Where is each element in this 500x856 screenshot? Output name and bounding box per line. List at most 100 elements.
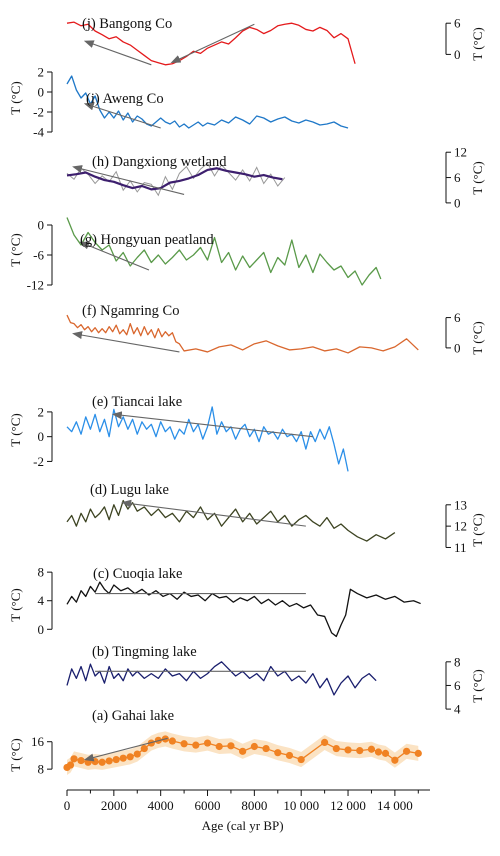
x-tick-label: 14 000 xyxy=(377,798,413,813)
data-point xyxy=(414,749,422,757)
data-point xyxy=(192,741,200,749)
panel-cuoqia-lake: (c) Cuoqia lake 8 4 0 T (°C) xyxy=(8,565,421,638)
series-line xyxy=(66,314,419,354)
y-tick-label: 8 xyxy=(38,762,45,777)
y-tick-label: 6 xyxy=(454,16,461,31)
data-point xyxy=(119,754,127,762)
y-tick-label: -6 xyxy=(33,248,44,263)
y-tick-label: 0 xyxy=(38,429,45,444)
x-tick-label: 6000 xyxy=(195,798,221,813)
series-line xyxy=(66,217,382,286)
y-axis-title: T (°C) xyxy=(470,513,485,546)
series-line xyxy=(66,21,356,66)
x-axis: 0 2000 4000 6000 8000 10 000 12 000 14 000 Age (… xyxy=(64,789,430,833)
panel-hongyuan-peatland: (g) Hongyuan peatland 0 -6 -12 T (°C) xyxy=(8,217,382,293)
panel-label: (j) Bangong Co xyxy=(82,16,172,32)
data-point xyxy=(381,749,390,757)
data-point xyxy=(285,751,294,760)
y-tick-label: 4 xyxy=(38,593,45,608)
data-point xyxy=(239,747,247,755)
data-point xyxy=(367,745,376,753)
y-tick-label: 0 xyxy=(38,85,45,100)
y-tick-label: -2 xyxy=(33,454,44,469)
panel-gahai-lake: (a) Gahai lake 16 8 T (°C) xyxy=(8,708,422,777)
panel-aweng-co: (i) Aweng Co 2 0 -2 -4 T (°C) xyxy=(8,65,349,140)
data-point xyxy=(332,744,340,753)
data-point xyxy=(215,742,223,751)
y-axis-title: T (°C) xyxy=(8,738,23,771)
x-tick-label: 4000 xyxy=(148,798,174,813)
data-point xyxy=(250,742,258,751)
data-point xyxy=(84,758,92,766)
y-tick-label: 13 xyxy=(454,497,467,512)
data-point xyxy=(133,750,141,758)
panel-tingming-lake: (b) Tingming lake 8 6 4 T (°C) xyxy=(66,644,485,717)
y-tick-label: 0 xyxy=(38,622,45,637)
trend-arrow xyxy=(111,411,313,438)
y-tick-label: 0 xyxy=(38,218,45,233)
panel-label: (e) Tiancai lake xyxy=(92,394,182,410)
data-point xyxy=(77,756,85,765)
data-point xyxy=(356,747,364,755)
data-point xyxy=(70,755,78,763)
x-tick-label: 12 000 xyxy=(330,798,366,813)
panel-label: (h) Dangxiong wetland xyxy=(92,154,227,170)
panel-label: (a) Gahai lake xyxy=(92,708,174,724)
data-point xyxy=(91,758,99,766)
y-axis-title: T (°C) xyxy=(470,27,485,60)
series-line xyxy=(66,406,349,472)
data-point xyxy=(168,737,176,745)
data-point xyxy=(203,739,212,747)
y-axis-title: T (°C) xyxy=(470,669,485,702)
y-tick-label: 2 xyxy=(38,65,45,80)
panel-label: (b) Tingming lake xyxy=(92,644,197,660)
x-tick-label: 2000 xyxy=(101,798,127,813)
trend-arrow xyxy=(79,241,150,271)
y-tick-label: 6 xyxy=(454,678,461,693)
panel-label: (g) Hongyuan peatland xyxy=(80,232,214,248)
y-axis-title: T (°C) xyxy=(8,413,23,446)
trend-arrow xyxy=(72,331,180,353)
panel-lugu-lake: (d) Lugu lake 13 12 11T (°C) xyxy=(66,482,485,555)
data-point xyxy=(402,747,411,755)
data-point xyxy=(321,738,329,747)
y-axis-title: T (°C) xyxy=(8,81,23,114)
y-tick-label: 6 xyxy=(454,170,461,185)
series-line xyxy=(66,75,349,129)
data-point xyxy=(126,753,134,761)
panel-bangong-co: (j) Bangong Co 0 6 T (°C) xyxy=(66,16,485,66)
y-tick-label: -4 xyxy=(33,125,44,140)
series-line xyxy=(66,499,396,542)
y-tick-label: 12 xyxy=(454,519,467,534)
panel-ngamring-co: (f) Ngamring Co 6 0 T (°C) xyxy=(66,303,485,355)
y-tick-label: 0 xyxy=(454,47,461,62)
data-point xyxy=(262,744,270,753)
panel-tiancai-lake: (e) Tiancai lake 2 0 -2 T (°C) xyxy=(8,394,349,472)
y-tick-label: 8 xyxy=(38,565,45,580)
data-point xyxy=(66,761,75,769)
y-tick-label: 0 xyxy=(454,340,461,355)
data-point xyxy=(105,757,113,765)
y-tick-label: 8 xyxy=(454,654,461,669)
x-axis-title: Age (cal yr BP) xyxy=(202,818,284,833)
trend-arrow xyxy=(170,23,255,64)
data-point xyxy=(140,744,148,753)
series-line xyxy=(66,581,421,638)
x-tick-label: 0 xyxy=(64,798,71,813)
panel-label: (f) Ngamring Co xyxy=(82,303,179,319)
panel-label: (i) Aweng Co xyxy=(86,91,164,107)
trend-arrow xyxy=(72,165,185,195)
panel-label: (c) Cuoqia lake xyxy=(93,566,182,582)
data-point xyxy=(274,749,282,757)
y-tick-label: 12 xyxy=(454,145,467,160)
y-axis-title: T (°C) xyxy=(470,321,485,354)
series-line xyxy=(66,167,283,191)
y-axis-title: T (°C) xyxy=(8,233,23,266)
panel-dangxiong-wetland: (h) Dangxiong wetland 12 6 0 T (°C) xyxy=(66,145,485,210)
x-tick-label: 10 000 xyxy=(283,798,319,813)
y-axis-title: T (°C) xyxy=(470,161,485,194)
panel-label: (d) Lugu lake xyxy=(90,482,169,498)
data-point xyxy=(374,748,383,756)
y-tick-label: 16 xyxy=(31,734,45,749)
